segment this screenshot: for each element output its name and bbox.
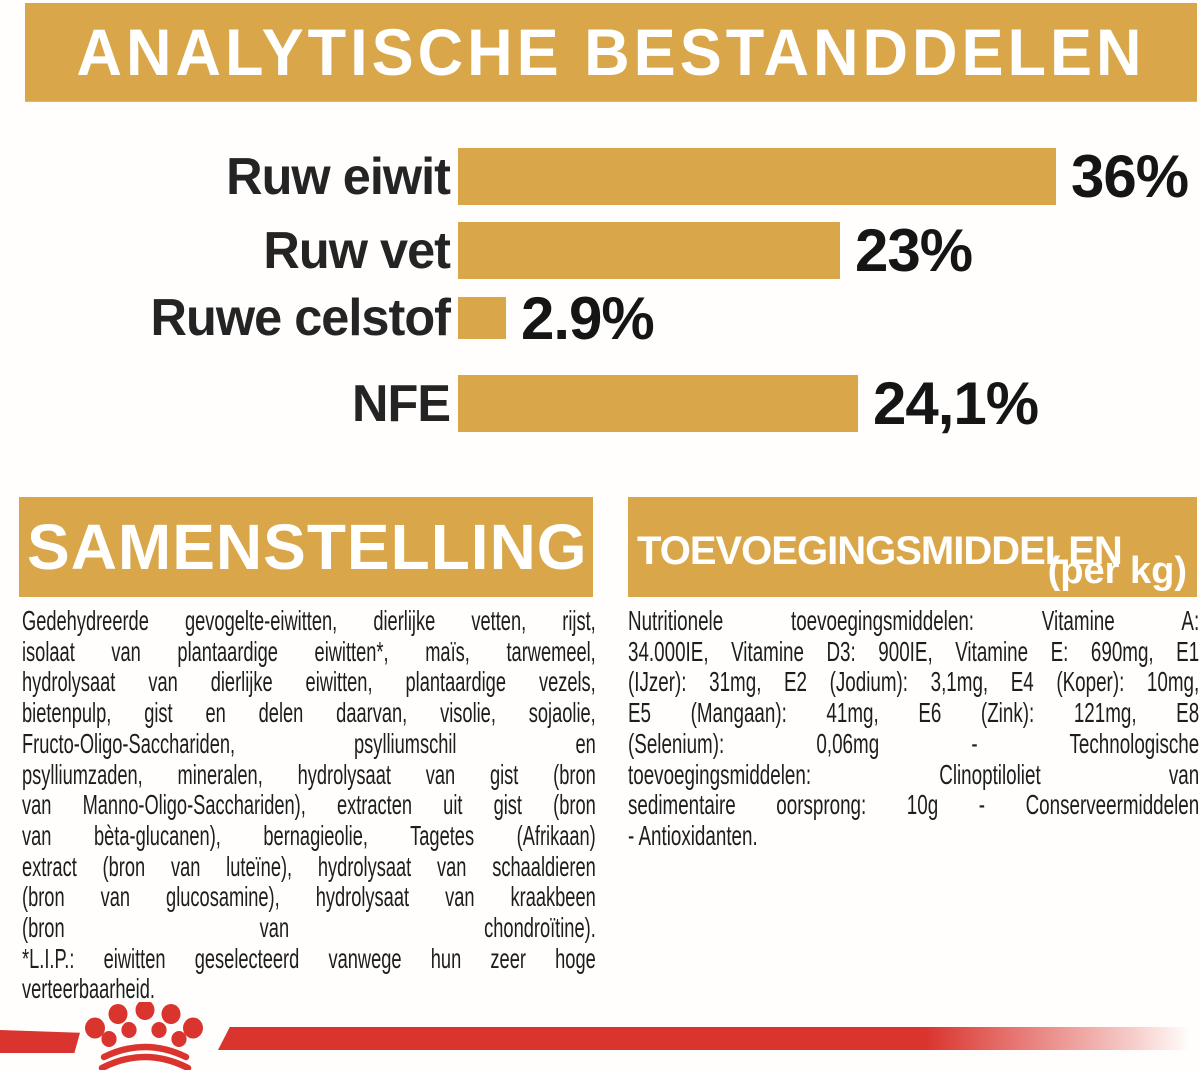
chart-row-ruw-eiwit: Ruw eiwit 36%	[0, 143, 1189, 210]
text-line: *L.I.P.: eiwitten geselecteerd vanwege h…	[22, 942, 596, 974]
chart-value-label: 23%	[855, 217, 973, 284]
composition-text: Gedehydreerde gevogelte-eiwitten, dierli…	[22, 605, 596, 1005]
chart-value-label: 24,1%	[873, 370, 1039, 437]
chart-row-ruwe-celstof: Ruwe celstof 2.9%	[0, 285, 655, 352]
text-line: (bron van glucosamine), hydrolysaat van …	[22, 881, 596, 913]
text-line: isolaat van plantaardige eiwitten*, maïs…	[22, 635, 596, 667]
red-stripe-left-segment	[0, 1030, 80, 1053]
text-line: Fructo-Oligo-Sacchariden, psylliumschil …	[22, 727, 596, 759]
chart-bar	[458, 222, 840, 279]
chart-bar	[458, 148, 1056, 205]
additives-text: Nutritionele toevoegingsmiddelen: Vitami…	[628, 605, 1200, 852]
chart-category-label: Ruw eiwit	[226, 147, 451, 206]
text-line: psylliumzaden, mineralen, hydrolysaat va…	[22, 758, 596, 790]
chart-value-label: 36%	[1071, 143, 1189, 210]
additives-section-header: TOEVOEGINGSMIDDELEN (per kg)	[628, 497, 1197, 597]
text-line: extract (bron van luteïne), hydrolysaat …	[22, 850, 596, 882]
chart-row-ruw-vet: Ruw vet 23%	[0, 217, 973, 284]
text-line: sedimentaire oorsprong: 10g - Conserveer…	[628, 789, 1200, 821]
royal-canin-crown-logo	[85, 1002, 203, 1070]
analytical-constituents-header: ANALYTISCHE BESTANDDELEN	[25, 3, 1197, 102]
text-line: bietenpulp, gist en delen daarvan, visol…	[22, 697, 596, 729]
chart-category-label: Ruw vet	[263, 221, 451, 280]
text-line: 34.000IE, Vitamine D3: 900IE, Vitamine E…	[628, 635, 1200, 667]
composition-section-header: SAMENSTELLING	[19, 497, 593, 597]
chart-category-label: Ruwe celstof	[150, 289, 451, 347]
chart-row-nfe: NFE 24,1%	[0, 370, 1039, 437]
chart-value-label: 2.9%	[521, 284, 655, 352]
text-line: - Antioxidanten.	[628, 819, 758, 851]
text-line: (bron van chondroïtine).	[22, 912, 596, 944]
chart-bar	[458, 375, 858, 432]
text-line: Nutritionele toevoegingsmiddelen: Vitami…	[628, 605, 1200, 636]
text-line: (IJzer): 31mg, E2 (Jodium): 3,1mg, E4 (K…	[628, 666, 1200, 698]
red-stripe-right-segment	[218, 1027, 1200, 1050]
chart-category-label: NFE	[352, 374, 451, 433]
text-line: (Selenium): 0,06mg - Technologische	[628, 727, 1200, 759]
text-line: E5 (Mangaan): 41mg, E6 (Zink): 121mg, E8	[628, 697, 1200, 729]
text-line: van Manno-Oligo-Sacchariden), extracten …	[22, 789, 596, 821]
additives-title: TOEVOEGINGSMIDDELEN	[637, 529, 1123, 573]
chart-bar	[458, 297, 506, 339]
text-line: verteerbaarheid.	[22, 973, 155, 1005]
text-line: Gedehydreerde gevogelte-eiwitten, dierli…	[22, 605, 596, 636]
text-line: toevoegingsmiddelen: Clinoptiloliet van	[628, 758, 1200, 790]
text-line: hydrolysaat van dierlijke eiwitten, plan…	[22, 666, 596, 698]
text-line: van bèta-glucanen), bernagieolie, Tagete…	[22, 819, 596, 851]
additives-per-kg-label: (per kg)	[1047, 550, 1187, 592]
